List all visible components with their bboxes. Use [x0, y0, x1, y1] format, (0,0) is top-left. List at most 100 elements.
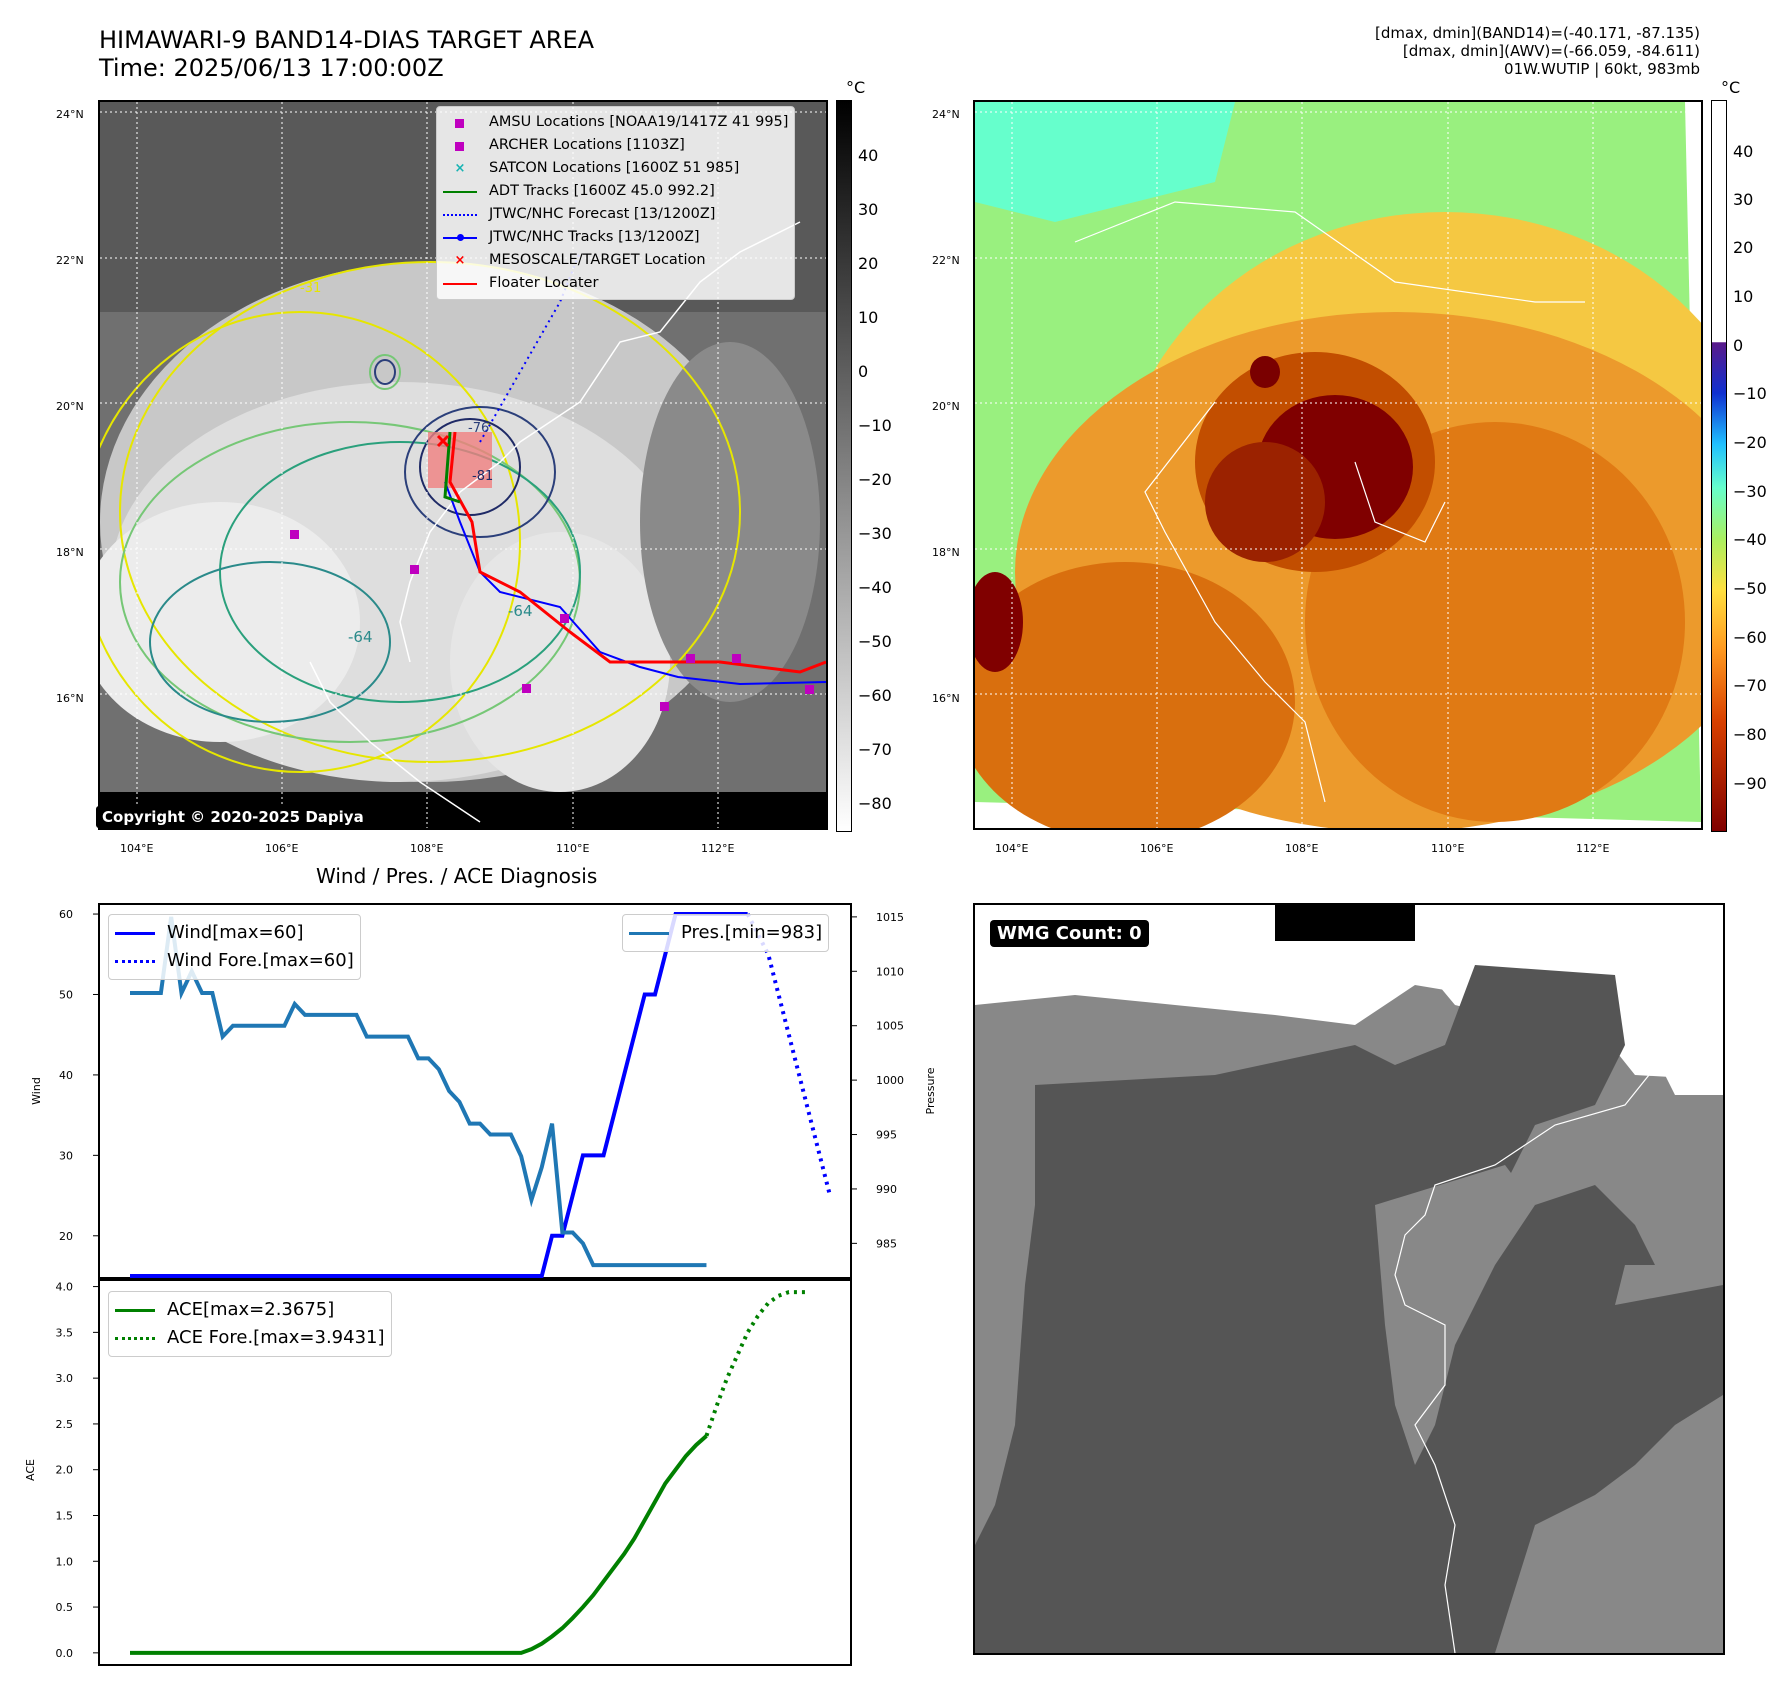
- legend-label: SATCON Locations [1600Z 51 985]: [489, 160, 740, 176]
- ace-tick-label: 3.5: [56, 1326, 74, 1339]
- legend-item-ace: ACE[max=2.3675]: [115, 1296, 385, 1324]
- figure-title: HIMAWARI-9 BAND14-DIAS TARGET AREA Time: …: [99, 26, 594, 82]
- ir-map-panel: -64 -64 -81 -31 -76: [98, 100, 828, 830]
- lat-label: 22°N: [932, 254, 960, 267]
- wind-pressure-chart: 60 50 40 30 20 1015 1010 1005 1000 995 990 985 Win…: [30, 903, 937, 1279]
- legend-label: JTWC/NHC Tracks [13/1200Z]: [489, 229, 700, 245]
- legend-label: ARCHER Locations [1103Z]: [489, 137, 685, 153]
- lat-label: 24°N: [932, 108, 960, 121]
- info-line-3: 01W.WUTIP | 60kt, 983mb: [1504, 60, 1700, 78]
- ace-plot-frame: [98, 1279, 852, 1666]
- lon-label: 106°E: [1140, 842, 1174, 855]
- wind-tick-label: 60: [59, 908, 73, 921]
- ir-map-image: -64 -64 -81 -31 -76: [100, 102, 826, 828]
- green-dotted-line-icon: [115, 1331, 155, 1345]
- colorbar-tick: −40: [1733, 530, 1767, 549]
- colorbar-tick: 20: [858, 254, 879, 273]
- lon-label: 106°E: [265, 842, 299, 855]
- ace-tick-label: 4.0: [56, 1281, 74, 1294]
- legend-item-adt: ADT Tracks [1600Z 45.0 992.2]: [443, 180, 788, 203]
- blue-line-icon: [115, 926, 155, 940]
- storm-info: [dmax, dmin](BAND14)=(-40.171, -87.135) …: [1375, 24, 1700, 78]
- wind-forecast-line: [745, 913, 832, 1197]
- legend-item-wind: Wind[max=60]: [115, 919, 354, 947]
- green-line-icon: [115, 1303, 155, 1317]
- lat-label: 24°N: [56, 108, 84, 121]
- pressure-series-line: [130, 916, 707, 1268]
- lat-label: 18°N: [56, 546, 84, 559]
- wind-tick-label: 50: [59, 988, 73, 1001]
- lon-label: 104°E: [995, 842, 1029, 855]
- legend-item-target: × MESOSCALE/TARGET Location: [443, 249, 788, 272]
- red-line-icon: [443, 277, 477, 291]
- ace-axis-label: ACE: [24, 1459, 37, 1481]
- pressure-legend: Pres.[min=983]: [622, 914, 830, 952]
- legend-label: Pres.[min=983]: [681, 922, 823, 943]
- ace-tick-label: 0.5: [56, 1601, 74, 1614]
- colorbar-tick: −20: [1733, 433, 1767, 452]
- ace-tick-label: 1.0: [56, 1555, 74, 1568]
- ace-chart: 4.0 3.5 3.0 2.5 2.0 1.5 1.0 0.5 0.0 ACE: [24, 1279, 852, 1666]
- ace-tick-label: 0.0: [56, 1647, 74, 1660]
- contour-label: -76: [468, 421, 489, 436]
- pressure-tick-label: 1005: [876, 1020, 904, 1033]
- info-line-1: [dmax, dmin](BAND14)=(-40.171, -87.135): [1375, 24, 1700, 42]
- lat-label: 22°N: [56, 254, 84, 267]
- cyan-x-icon: ×: [454, 160, 466, 176]
- colorbar-tick: −90: [1733, 774, 1767, 793]
- title-line-1: HIMAWARI-9 BAND14-DIAS TARGET AREA: [99, 26, 595, 54]
- colorbar-tick: −20: [858, 470, 892, 489]
- blue-dotted-line-icon: [443, 208, 477, 222]
- colorbar-tick: −30: [858, 524, 892, 543]
- pressure-tick-label: 1015: [876, 911, 904, 924]
- steelblue-line-icon: [629, 926, 669, 940]
- colorbar-tick: 20: [1733, 238, 1754, 257]
- wind-tick-label: 20: [59, 1230, 73, 1243]
- lon-label: 110°E: [1431, 842, 1465, 855]
- legend-item-archer: ARCHER Locations [1103Z]: [443, 134, 788, 157]
- purple-square-icon: [443, 116, 477, 130]
- legend-item-pressure: Pres.[min=983]: [629, 919, 822, 947]
- wmg-map-image: [975, 905, 1723, 1653]
- legend-label: Floater Locater: [489, 275, 599, 291]
- legend-label: JTWC/NHC Forecast [13/1200Z]: [489, 206, 716, 222]
- contour-label: -64: [348, 628, 373, 646]
- pressure-tick-label: 985: [876, 1237, 897, 1250]
- colorbar-tick: 10: [1733, 287, 1754, 306]
- colorbar-tick: −40: [858, 578, 892, 597]
- pressure-tick-label: 990: [876, 1183, 897, 1196]
- map-legend: AMSU Locations [NOAA19/1417Z 41 995] ARC…: [436, 106, 796, 300]
- wind-legend: Wind[max=60] Wind Fore.[max=60]: [108, 914, 361, 980]
- colorbar-tick: 30: [858, 200, 879, 219]
- purple-square-icon: [443, 139, 477, 153]
- colorbar-tick: 30: [1733, 190, 1754, 209]
- ace-forecast-line: [704, 1290, 810, 1437]
- color-ir-map-panel: [973, 100, 1703, 830]
- wind-tick-label: 40: [59, 1069, 73, 1082]
- ace-tick-label: 2.0: [56, 1464, 74, 1477]
- legend-item-ace-forecast: ACE Fore.[max=3.9431]: [115, 1324, 385, 1352]
- colorbar-tick: −30: [1733, 482, 1767, 501]
- lat-label: 16°N: [56, 692, 84, 705]
- ace-tick-label: 1.5: [56, 1509, 74, 1522]
- lon-label: 108°E: [1285, 842, 1319, 855]
- colorbar-tick: −70: [1733, 676, 1767, 695]
- red-x-icon: ×: [454, 252, 466, 268]
- legend-label: ACE[max=2.3675]: [167, 1299, 335, 1320]
- colorbar-tick: −80: [858, 794, 892, 813]
- pressure-tick-label: 1000: [876, 1074, 904, 1087]
- pressure-axis-label: Pressure: [924, 1067, 937, 1114]
- legend-label: MESOSCALE/TARGET Location: [489, 252, 706, 268]
- blue-dotted-line-icon: [115, 954, 155, 968]
- legend-item-floater: Floater Locater: [443, 272, 788, 295]
- colorbar-tick: −80: [1733, 725, 1767, 744]
- ace-series-line: [130, 1434, 708, 1655]
- legend-label: ADT Tracks [1600Z 45.0 992.2]: [489, 183, 715, 199]
- lat-label: 18°N: [932, 546, 960, 559]
- colorbar-tick: −70: [858, 740, 892, 759]
- colorbar-unit: °C: [1721, 78, 1741, 97]
- colorbar-tick: −10: [858, 416, 892, 435]
- lon-label: 110°E: [556, 842, 590, 855]
- colorbar-tick: 0: [858, 362, 869, 381]
- legend-label: ACE Fore.[max=3.9431]: [167, 1327, 385, 1348]
